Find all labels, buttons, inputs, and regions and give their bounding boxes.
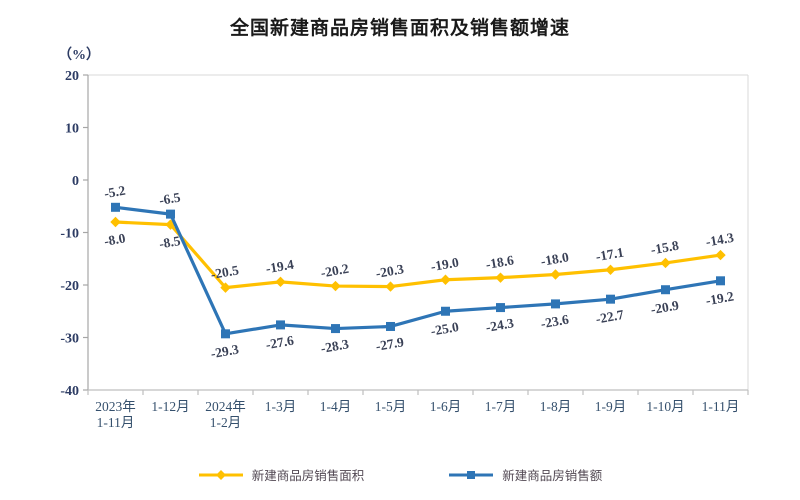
series-marker-diamond [605, 264, 616, 275]
series-marker-square [496, 303, 505, 313]
series-marker-diamond [165, 219, 176, 230]
series-marker-square [276, 320, 285, 330]
series-marker-square [386, 321, 395, 331]
series-marker-diamond [385, 281, 396, 292]
y-axis-tick-label: -10 [60, 227, 79, 242]
series-marker-square [716, 276, 725, 286]
data-label: -18.0 [540, 249, 571, 269]
series-marker-diamond [220, 282, 231, 293]
series-marker-diamond [440, 274, 451, 285]
data-label: -20.2 [320, 261, 351, 281]
data-label: -5.2 [103, 183, 127, 202]
legend-label: 新建商品房销售额 [502, 469, 603, 483]
data-label: -18.6 [485, 252, 516, 272]
y-axis-tick-label: 20 [65, 69, 79, 84]
legend: 新建商品房销售面积 新建商品房销售额 [0, 465, 800, 484]
legend-item-1: 新建商品房销售额 [448, 465, 602, 484]
series-marker-diamond [660, 257, 671, 269]
chart-title: 全国新建商品房销售面积及销售额增速 [229, 18, 570, 39]
data-label: -17.1 [595, 244, 626, 264]
series-line-0 [113, 220, 723, 290]
series-marker-square [331, 324, 340, 334]
series-marker-diamond [110, 216, 121, 228]
y-axis-tick-label: 0 [72, 174, 79, 189]
series-marker-square [551, 299, 560, 309]
data-label: -28.3 [320, 336, 351, 356]
legend-label: 新建商品房销售面积 [251, 469, 365, 483]
series-marker-diamond [275, 276, 286, 288]
series-marker-square [441, 306, 450, 316]
data-label: -8.5 [158, 233, 182, 252]
legend-swatch-square-icon [449, 470, 494, 479]
y-axis-tick-label: -30 [60, 332, 79, 347]
y-axis-tick-label: 10 [65, 122, 79, 137]
data-label: -20.5 [210, 262, 241, 282]
x-axis-tick-label: 2023年 1-11月 [95, 399, 136, 430]
series-marker-diamond [330, 280, 341, 292]
x-axis-tick-label: 1-6月 [430, 399, 462, 414]
x-axis-tick-label: 1-10月 [646, 399, 684, 414]
data-label: -14.3 [705, 230, 736, 250]
data-label: -25.0 [430, 319, 461, 339]
series-marker-diamond [550, 269, 561, 280]
series-marker-square [111, 202, 120, 212]
data-label: -19.0 [430, 254, 461, 274]
data-label: -27.9 [375, 334, 406, 354]
series-marker-diamond [495, 272, 506, 283]
y-axis-tick-label: -20 [60, 279, 79, 294]
series-marker-square [166, 209, 175, 219]
data-label: -19.2 [705, 288, 736, 308]
x-axis-tick-label: 1-8月 [540, 399, 572, 414]
data-label: -15.8 [650, 238, 681, 258]
data-label: -29.3 [210, 342, 241, 362]
series-marker-square [606, 294, 615, 304]
x-axis-tick-label: 1-3月 [265, 399, 297, 414]
series-marker-square [221, 329, 230, 339]
data-label: -27.6 [265, 333, 296, 353]
data-label: -24.3 [485, 315, 516, 335]
y-axis-tick-label: -40 [60, 384, 79, 399]
series-line-1 [113, 205, 723, 336]
x-axis-tick-label: 1-11月 [702, 399, 740, 414]
x-axis-tick-label: 2024年 1-2月 [205, 399, 246, 430]
x-axis-tick-label: 1-5月 [375, 399, 407, 414]
legend-item-0: 新建商品房销售面积 [198, 465, 365, 484]
series-marker-diamond [715, 249, 726, 261]
data-label: -20.9 [650, 297, 681, 317]
legend-swatch-diamond-icon [198, 469, 243, 480]
data-label: -19.4 [265, 257, 296, 277]
data-label: -20.3 [375, 261, 406, 281]
x-axis-tick-label: 1-7月 [485, 399, 517, 414]
data-label: -6.5 [158, 189, 182, 208]
data-label: -8.0 [103, 230, 127, 249]
data-label: -22.7 [595, 307, 626, 327]
x-axis-tick-label: 1-9月 [595, 399, 627, 414]
x-axis-tick-label: 1-4月 [320, 399, 352, 414]
data-label: -23.6 [540, 312, 571, 332]
y-axis-unit-label: （%） [58, 48, 100, 63]
series-marker-square [661, 285, 670, 295]
x-axis-tick-label: 1-12月 [151, 399, 189, 414]
